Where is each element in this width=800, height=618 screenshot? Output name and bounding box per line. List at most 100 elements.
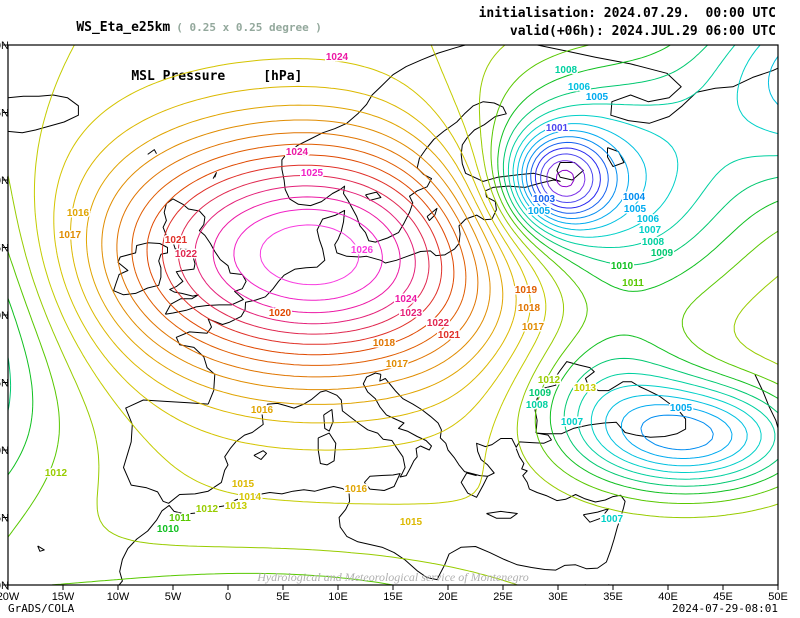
valid-time: valid(+06h): 2024.JUL.29 06:00 UTC — [509, 24, 776, 39]
contour-label: 1003 — [533, 194, 556, 205]
contour-label: 1007 — [639, 225, 662, 236]
contour-label: 1009 — [651, 248, 674, 259]
contour-label: 1005 — [586, 92, 609, 103]
contour-label: 1005 — [624, 204, 647, 215]
contour-label: 1009 — [529, 388, 552, 399]
x-tick-label: 50E — [768, 591, 788, 603]
contour-label: 1018 — [518, 303, 541, 314]
isobar-1005 — [521, 130, 733, 459]
x-tick-label: 10E — [328, 591, 348, 603]
contour-label: 1016 — [251, 405, 274, 416]
x-tick-label: 10W — [107, 591, 130, 603]
coastline — [147, 149, 157, 155]
contour-label: 1007 — [561, 417, 584, 428]
coastline — [175, 45, 561, 405]
contour-label: 1005 — [528, 206, 551, 217]
contour-label: 1013 — [225, 501, 248, 512]
y-tick-label: 70N — [0, 40, 9, 52]
contour-label: 1017 — [59, 230, 82, 241]
y-tick-label: 40N — [0, 445, 9, 457]
coastline — [317, 432, 337, 466]
contour-label: 1017 — [386, 359, 409, 370]
x-tick-label: 15E — [383, 591, 403, 603]
coastline — [486, 510, 518, 519]
coastline — [379, 374, 489, 498]
x-tick-label: 15W — [52, 591, 75, 603]
coastline — [8, 94, 79, 134]
contour-label: 1021 — [438, 330, 461, 341]
isobar-1022 — [177, 175, 430, 335]
init-time: initialisation: 2024.07.29. 00:00 UTC — [478, 6, 776, 21]
contour-label: 1018 — [373, 338, 396, 349]
coastline — [261, 372, 432, 478]
header-right: initialisation: 2024.07.29. 00:00 UTC va… — [479, 5, 776, 41]
isobar-1017 — [101, 119, 491, 391]
contour-label: 1007 — [601, 514, 624, 525]
contour-label: 1006 — [637, 214, 660, 225]
contour-label: 1005 — [670, 403, 693, 414]
isobar-1026 — [259, 224, 360, 286]
contour-label: 1016 — [345, 484, 368, 495]
contour-label: 1017 — [522, 322, 545, 333]
contour-label: 1024 — [326, 52, 349, 63]
coastline — [582, 508, 610, 523]
coastline — [426, 207, 438, 221]
y-tick-label: 30N — [0, 580, 9, 592]
contour-label: 1022 — [427, 318, 450, 329]
contour-label: 1008 — [526, 400, 549, 411]
contour-label: 1020 — [269, 308, 292, 319]
contour-label: 1010 — [611, 261, 634, 272]
isobar-1019 — [131, 143, 467, 366]
isobar-1004 — [525, 136, 714, 451]
isobar-1011 — [8, 45, 778, 585]
x-tick-label: 0 — [225, 591, 231, 603]
contour-label: 1012 — [196, 504, 219, 515]
contour-label: 1016 — [67, 208, 90, 219]
x-tick-label: 45E — [713, 591, 733, 603]
isobar-1018 — [116, 132, 479, 378]
isobar-1000 — [546, 160, 586, 197]
field-units: [hPa] — [263, 69, 303, 84]
contour-label: 1011 — [622, 278, 644, 289]
isobar-1010 — [8, 45, 778, 495]
coastline — [584, 584, 586, 585]
y-tick-label: 45N — [0, 378, 9, 390]
contour-label: 1008 — [642, 237, 665, 248]
contour-label: 1025 — [301, 168, 324, 179]
isobar-1001 — [540, 153, 594, 203]
contour-label: 1008 — [555, 65, 578, 76]
y-tick-label: 60N — [0, 175, 9, 187]
contour-label: 1021 — [165, 235, 188, 246]
isobar-1008 — [507, 45, 778, 480]
coastline — [476, 432, 552, 477]
coastline — [754, 374, 778, 430]
coastline — [123, 399, 264, 504]
isobar-1020 — [146, 154, 455, 356]
isobar-1003 — [530, 141, 609, 214]
isobar-999 — [555, 169, 575, 188]
x-tick-label: 5W — [165, 591, 182, 603]
header-left: WS_Eta_e25km ( 0.25 x 0.25 degree ) MSL P… — [45, 5, 322, 99]
model-name: WS_Eta_e25km — [76, 20, 171, 35]
contour-label: 1015 — [232, 479, 255, 490]
coastline — [253, 450, 267, 460]
coastline — [162, 198, 247, 315]
axes-layer: 20W 15W 10W 5W 0 5E 10E 15E 20E 25E 30E 35E 40E 45E 50… — [0, 40, 788, 603]
coastline — [534, 361, 687, 438]
isobar-1024 — [212, 196, 401, 314]
contour-label: 1012 — [45, 468, 68, 479]
isobar-1007 — [512, 45, 778, 473]
isobar-1025 — [233, 208, 383, 301]
contour-label: 1014 — [239, 492, 262, 503]
isobar-1009 — [8, 45, 778, 487]
contour-label: 1011 — [169, 513, 191, 524]
contour-label: 1023 — [400, 308, 423, 319]
contour-label: 1006 — [568, 82, 591, 93]
y-tick-label: 55N — [0, 243, 9, 255]
coastline — [364, 473, 401, 491]
model-resolution: ( 0.25 x 0.25 degree ) — [176, 21, 322, 34]
contour-label: 1001 — [546, 123, 569, 134]
